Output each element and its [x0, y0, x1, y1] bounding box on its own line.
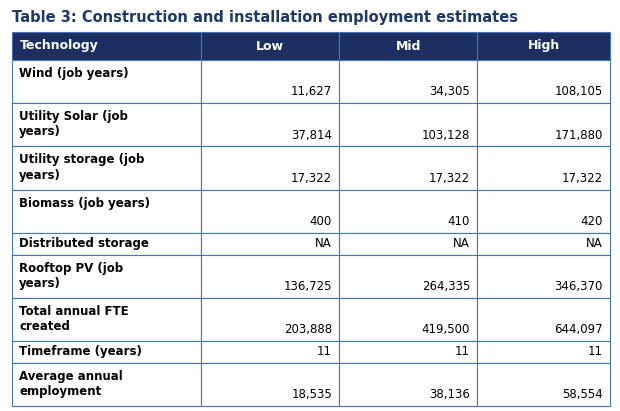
- Text: 420: 420: [580, 215, 603, 228]
- Text: NA: NA: [316, 237, 332, 250]
- Bar: [339, 60, 477, 103]
- Text: NA: NA: [587, 237, 603, 250]
- Bar: [12, 298, 201, 341]
- Bar: [201, 363, 339, 406]
- Bar: [339, 341, 477, 363]
- Text: Utility storage (job
years): Utility storage (job years): [19, 153, 144, 182]
- Bar: [201, 298, 339, 341]
- Text: 17,322: 17,322: [291, 172, 332, 185]
- Bar: [477, 363, 610, 406]
- Bar: [339, 255, 477, 298]
- Bar: [201, 60, 339, 103]
- Text: Rooftop PV (job
years): Rooftop PV (job years): [19, 262, 123, 290]
- Bar: [12, 60, 201, 103]
- Bar: [201, 32, 339, 60]
- Text: 419,500: 419,500: [422, 323, 470, 336]
- Bar: [12, 32, 201, 60]
- Text: 644,097: 644,097: [554, 323, 603, 336]
- Text: 400: 400: [310, 215, 332, 228]
- Text: 203,888: 203,888: [284, 323, 332, 336]
- Bar: [339, 233, 477, 255]
- Text: Table 3: Construction and installation employment estimates: Table 3: Construction and installation e…: [12, 10, 518, 25]
- Text: 171,880: 171,880: [555, 129, 603, 141]
- Bar: [201, 255, 339, 298]
- Text: 58,554: 58,554: [562, 388, 603, 401]
- Bar: [12, 255, 201, 298]
- Bar: [201, 103, 339, 146]
- Bar: [201, 233, 339, 255]
- Bar: [477, 190, 610, 233]
- Text: Utility Solar (job
years): Utility Solar (job years): [19, 110, 128, 138]
- Text: 11: 11: [317, 345, 332, 358]
- Text: 37,814: 37,814: [291, 129, 332, 141]
- Text: 38,136: 38,136: [429, 388, 470, 401]
- Text: 18,535: 18,535: [291, 388, 332, 401]
- Bar: [339, 32, 477, 60]
- Text: 17,322: 17,322: [562, 172, 603, 185]
- Text: Timeframe (years): Timeframe (years): [19, 345, 142, 358]
- Text: 34,305: 34,305: [430, 85, 470, 98]
- Bar: [477, 146, 610, 190]
- Bar: [12, 363, 201, 406]
- Text: Wind (job years): Wind (job years): [19, 67, 128, 80]
- Text: High: High: [528, 39, 560, 53]
- Bar: [339, 103, 477, 146]
- Text: Total annual FTE
created: Total annual FTE created: [19, 305, 128, 333]
- Text: Distributed storage: Distributed storage: [19, 237, 149, 250]
- Bar: [477, 341, 610, 363]
- Text: Technology: Technology: [20, 39, 99, 53]
- Text: 264,335: 264,335: [422, 280, 470, 293]
- Bar: [339, 363, 477, 406]
- Bar: [477, 32, 610, 60]
- Text: 11: 11: [588, 345, 603, 358]
- Bar: [477, 103, 610, 146]
- Text: 11: 11: [455, 345, 470, 358]
- Text: 108,105: 108,105: [555, 85, 603, 98]
- Bar: [12, 190, 201, 233]
- Bar: [12, 103, 201, 146]
- Text: Average annual
employment: Average annual employment: [19, 370, 123, 398]
- Bar: [201, 190, 339, 233]
- Bar: [339, 190, 477, 233]
- Bar: [477, 233, 610, 255]
- Bar: [477, 298, 610, 341]
- Text: Biomass (job years): Biomass (job years): [19, 197, 150, 210]
- Bar: [12, 233, 201, 255]
- Text: NA: NA: [453, 237, 470, 250]
- Bar: [201, 146, 339, 190]
- Bar: [339, 298, 477, 341]
- Text: Low: Low: [256, 39, 284, 53]
- Text: 17,322: 17,322: [429, 172, 470, 185]
- Text: 136,725: 136,725: [283, 280, 332, 293]
- Bar: [12, 146, 201, 190]
- Bar: [477, 60, 610, 103]
- Text: 346,370: 346,370: [555, 280, 603, 293]
- Text: 410: 410: [448, 215, 470, 228]
- Text: Mid: Mid: [396, 39, 421, 53]
- Bar: [339, 146, 477, 190]
- Bar: [201, 341, 339, 363]
- Text: 103,128: 103,128: [422, 129, 470, 141]
- Text: 11,627: 11,627: [291, 85, 332, 98]
- Bar: [477, 255, 610, 298]
- Bar: [12, 341, 201, 363]
